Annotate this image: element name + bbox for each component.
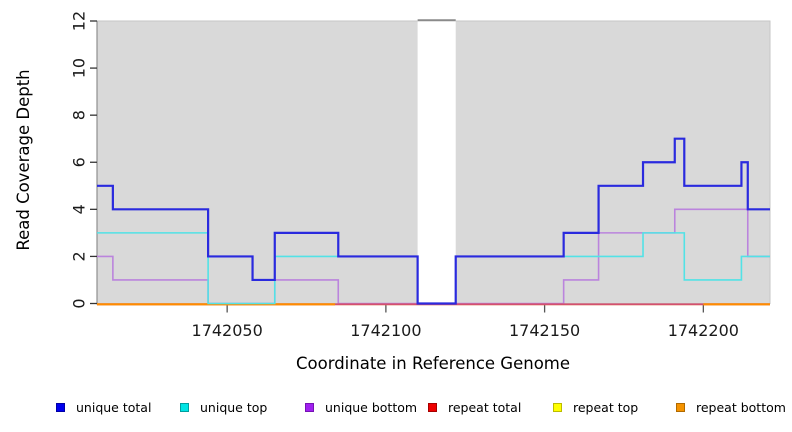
y-tick-label: 6	[70, 157, 89, 167]
legend-label: repeat bottom	[696, 399, 786, 415]
legend-item-unique-total: unique total	[56, 398, 151, 416]
legend-swatch-unique-total	[56, 402, 65, 412]
masked-region	[417, 20, 456, 304]
legend-item-repeat-bottom: repeat bottom	[676, 398, 786, 416]
legend-item-repeat-top: repeat top	[553, 398, 638, 416]
x-tick-label: 1742200	[668, 321, 739, 340]
y-axis-title: Read Coverage Depth	[14, 69, 33, 251]
legend-swatch-repeat-total	[428, 402, 437, 412]
x-tick-label: 1742050	[192, 321, 263, 340]
series-line-unique-total	[97, 137, 770, 305]
y-tick-label: 4	[70, 204, 89, 214]
legend-item-unique-bottom: unique bottom	[305, 398, 417, 416]
legend-label: unique total	[76, 399, 152, 415]
x-axis-title: Coordinate in Reference Genome	[295, 354, 571, 373]
x-tick-label: 1742100	[350, 321, 421, 340]
y-tick-label: 10	[70, 58, 89, 78]
y-tick-label: 8	[70, 110, 89, 120]
legend-swatch-unique-top	[180, 402, 189, 412]
legend-swatch-repeat-top	[553, 402, 562, 412]
x-tick-label: 1742150	[509, 321, 580, 340]
y-tick-label: 12	[70, 11, 89, 31]
legend-swatch-unique-bottom	[305, 402, 314, 412]
legend-item-repeat-total: repeat total	[428, 398, 521, 416]
legend-item-unique-top: unique top	[180, 398, 267, 416]
legend-label: repeat total	[448, 399, 522, 415]
legend: unique total unique top unique bottom repea…	[0, 398, 792, 418]
legend-label: unique bottom	[325, 399, 418, 415]
y-tick-label: 0	[70, 298, 89, 308]
y-tick-label: 2	[70, 251, 89, 261]
legend-swatch-repeat-bottom	[676, 402, 685, 412]
legend-label: unique top	[200, 399, 268, 415]
legend-label: repeat top	[573, 399, 639, 415]
